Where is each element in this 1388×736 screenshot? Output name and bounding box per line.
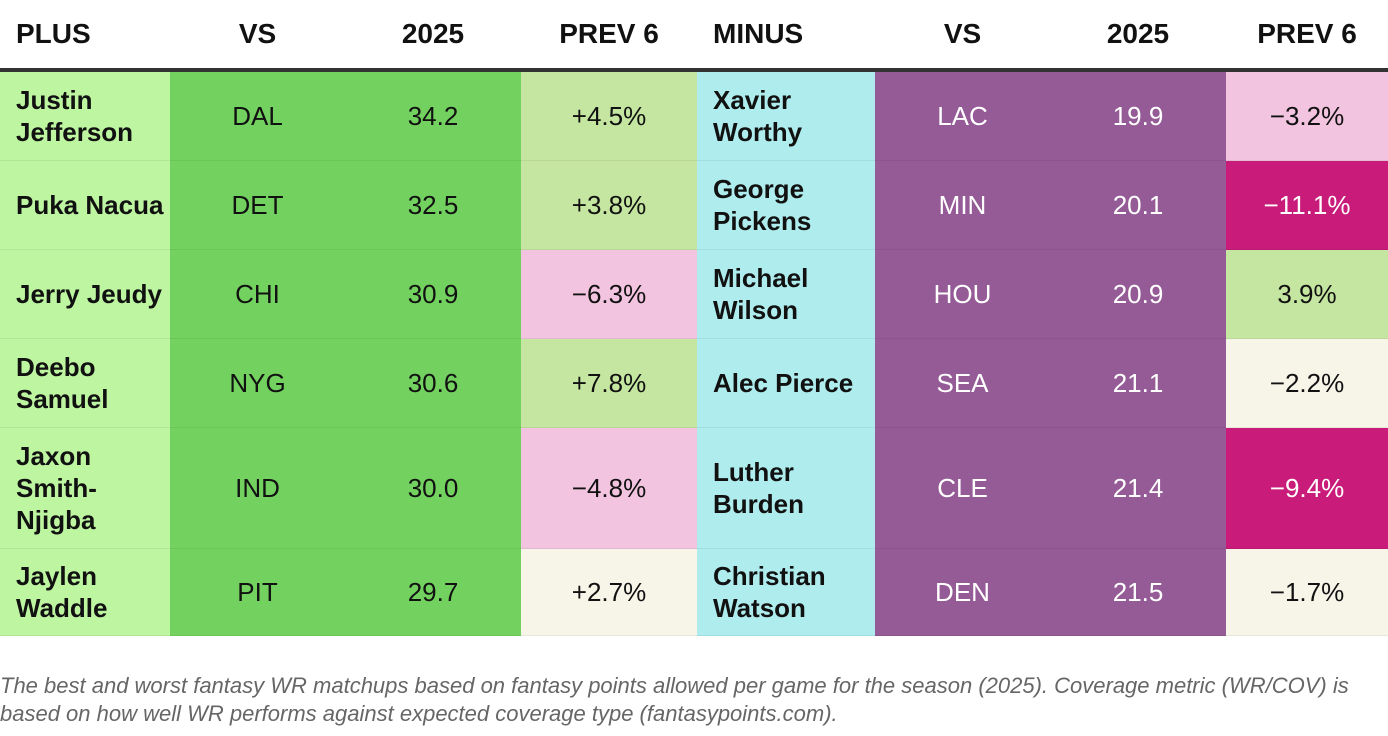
header-plus: PLUS xyxy=(0,0,170,72)
plus-season-points: 30.6 xyxy=(345,338,521,428)
header-prev6-right: PREV 6 xyxy=(1226,0,1388,72)
footnote: The best and worst fantasy WR matchups b… xyxy=(0,673,1349,726)
minus-prev6: −9.4% xyxy=(1226,427,1388,549)
minus-opponent: SEA xyxy=(875,338,1050,428)
plus-season-points: 34.2 xyxy=(345,70,521,161)
table-row: Jerry Jeudy CHI 30.9 −6.3% Michael Wilso… xyxy=(0,249,1388,339)
header-vs-right: VS xyxy=(875,0,1050,72)
table-row: Deebo Samuel NYG 30.6 +7.8% Alec Pierce … xyxy=(0,338,1388,428)
plus-opponent: DAL xyxy=(170,70,345,161)
minus-player: Xavier Worthy xyxy=(697,70,875,161)
plus-player: Puka Nacua xyxy=(0,160,170,250)
minus-opponent: MIN xyxy=(875,160,1050,250)
plus-season-points: 30.9 xyxy=(345,249,521,339)
plus-season-points: 32.5 xyxy=(345,160,521,250)
plus-prev6: −6.3% xyxy=(521,249,697,339)
plus-prev6: +7.8% xyxy=(521,338,697,428)
plus-opponent: CHI xyxy=(170,249,345,339)
minus-prev6: 3.9% xyxy=(1226,249,1388,339)
minus-opponent: DEN xyxy=(875,548,1050,636)
table-row: Jaylen Waddle PIT 29.7 +2.7% Christian W… xyxy=(0,548,1388,636)
plus-player: Justin Jefferson xyxy=(0,70,170,161)
header-vs-left: VS xyxy=(170,0,345,72)
minus-prev6: −11.1% xyxy=(1226,160,1388,250)
minus-season-points: 20.9 xyxy=(1050,249,1226,339)
table-row: Justin Jefferson DAL 34.2 +4.5% Xavier W… xyxy=(0,70,1388,161)
plus-opponent: NYG xyxy=(170,338,345,428)
minus-season-points: 21.1 xyxy=(1050,338,1226,428)
table-row: Jaxon Smith-Njigba IND 30.0 −4.8% Luther… xyxy=(0,427,1388,549)
plus-prev6: +3.8% xyxy=(521,160,697,250)
plus-player: Jaylen Waddle xyxy=(0,548,170,636)
plus-opponent: IND xyxy=(170,427,345,549)
plus-player: Deebo Samuel xyxy=(0,338,170,428)
header-prev6-left: PREV 6 xyxy=(521,0,697,72)
plus-season-points: 29.7 xyxy=(345,548,521,636)
minus-prev6: −3.2% xyxy=(1226,70,1388,161)
plus-player: Jerry Jeudy xyxy=(0,249,170,339)
minus-player: George Pickens xyxy=(697,160,875,250)
plus-player: Jaxon Smith-Njigba xyxy=(0,427,170,549)
minus-season-points: 21.4 xyxy=(1050,427,1226,549)
header-season-left: 2025 xyxy=(345,0,521,72)
minus-player: Michael Wilson xyxy=(697,249,875,339)
header-minus: MINUS xyxy=(697,0,875,72)
plus-opponent: DET xyxy=(170,160,345,250)
table-row: Puka Nacua DET 32.5 +3.8% George Pickens… xyxy=(0,160,1388,250)
plus-prev6: +4.5% xyxy=(521,70,697,161)
minus-prev6: −2.2% xyxy=(1226,338,1388,428)
plus-prev6: −4.8% xyxy=(521,427,697,549)
plus-opponent: PIT xyxy=(170,548,345,636)
minus-season-points: 21.5 xyxy=(1050,548,1226,636)
minus-prev6: −1.7% xyxy=(1226,548,1388,636)
minus-player: Luther Burden xyxy=(697,427,875,549)
minus-opponent: HOU xyxy=(875,249,1050,339)
header-season-right: 2025 xyxy=(1050,0,1226,72)
minus-opponent: LAC xyxy=(875,70,1050,161)
matchup-table: PLUS VS 2025 PREV 6 MINUS VS 2025 PREV 6… xyxy=(0,0,1388,636)
minus-season-points: 19.9 xyxy=(1050,70,1226,161)
plus-prev6: +2.7% xyxy=(521,548,697,636)
minus-player: Alec Pierce xyxy=(697,338,875,428)
header-row: PLUS VS 2025 PREV 6 MINUS VS 2025 PREV 6 xyxy=(0,0,1388,72)
minus-opponent: CLE xyxy=(875,427,1050,549)
plus-season-points: 30.0 xyxy=(345,427,521,549)
minus-player: Christian Watson xyxy=(697,548,875,636)
minus-season-points: 20.1 xyxy=(1050,160,1226,250)
